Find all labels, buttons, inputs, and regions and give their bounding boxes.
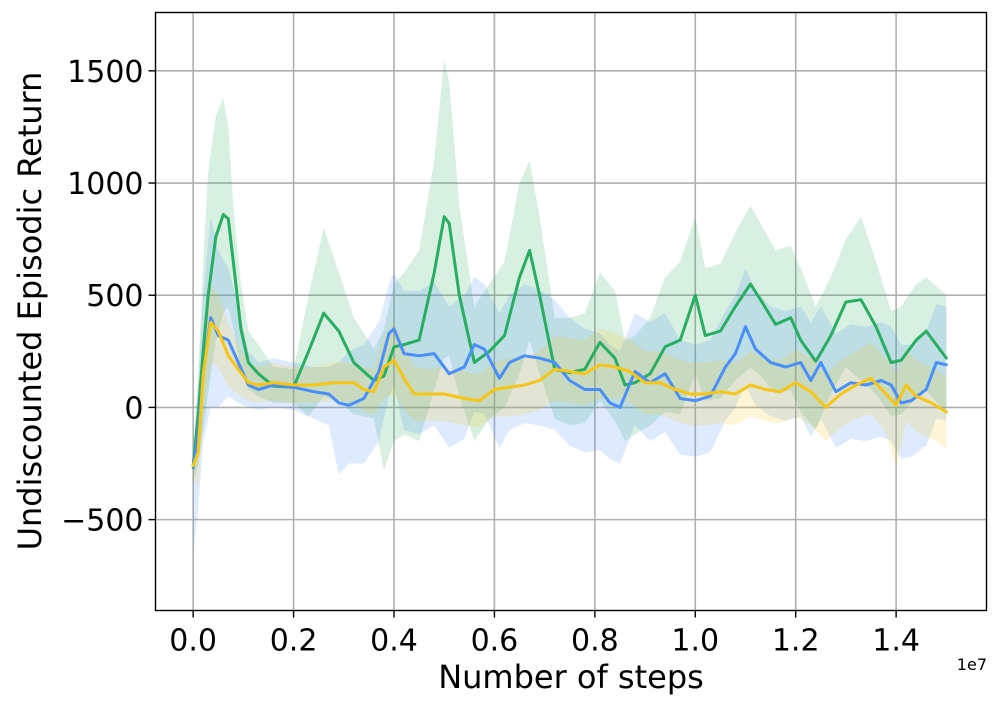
y-tick-label: −500 <box>61 504 143 539</box>
x-axis-label: Number of steps <box>438 658 704 696</box>
x-axis-offset-label: 1e7 <box>957 655 987 674</box>
y-tick-label: 0 <box>124 391 143 426</box>
plot-frame <box>154 11 988 612</box>
grid <box>155 12 987 611</box>
x-tick-label: 1.2 <box>772 624 820 659</box>
x-tick-label: 0.4 <box>370 624 418 659</box>
series-lines <box>191 213 948 470</box>
y-tick-label: 1000 <box>67 167 143 202</box>
y-axis-label: Undiscounted Episodic Return <box>11 72 49 551</box>
series-line-2 <box>191 320 948 468</box>
x-tick-label: 0.2 <box>270 624 318 659</box>
x-tick-label: 1.4 <box>872 624 920 659</box>
x-tick-label: 0.8 <box>571 624 619 659</box>
y-tick-label: 1500 <box>67 55 143 90</box>
series-band-2 <box>193 284 947 486</box>
y-tick-label: 500 <box>86 279 143 314</box>
x-tick-label: 0.6 <box>471 624 519 659</box>
series-line-1 <box>191 316 948 470</box>
series-line-0 <box>191 213 948 468</box>
x-tick-label: 1.0 <box>671 624 719 659</box>
x-tick-label: 0.0 <box>169 624 217 659</box>
series-band-1 <box>193 216 947 554</box>
axis-ticks: 0.0 0.2 0.4 0.6 0.8 1.0 1.2 1.4 −500 0 500 1000 1500 <box>61 55 920 659</box>
